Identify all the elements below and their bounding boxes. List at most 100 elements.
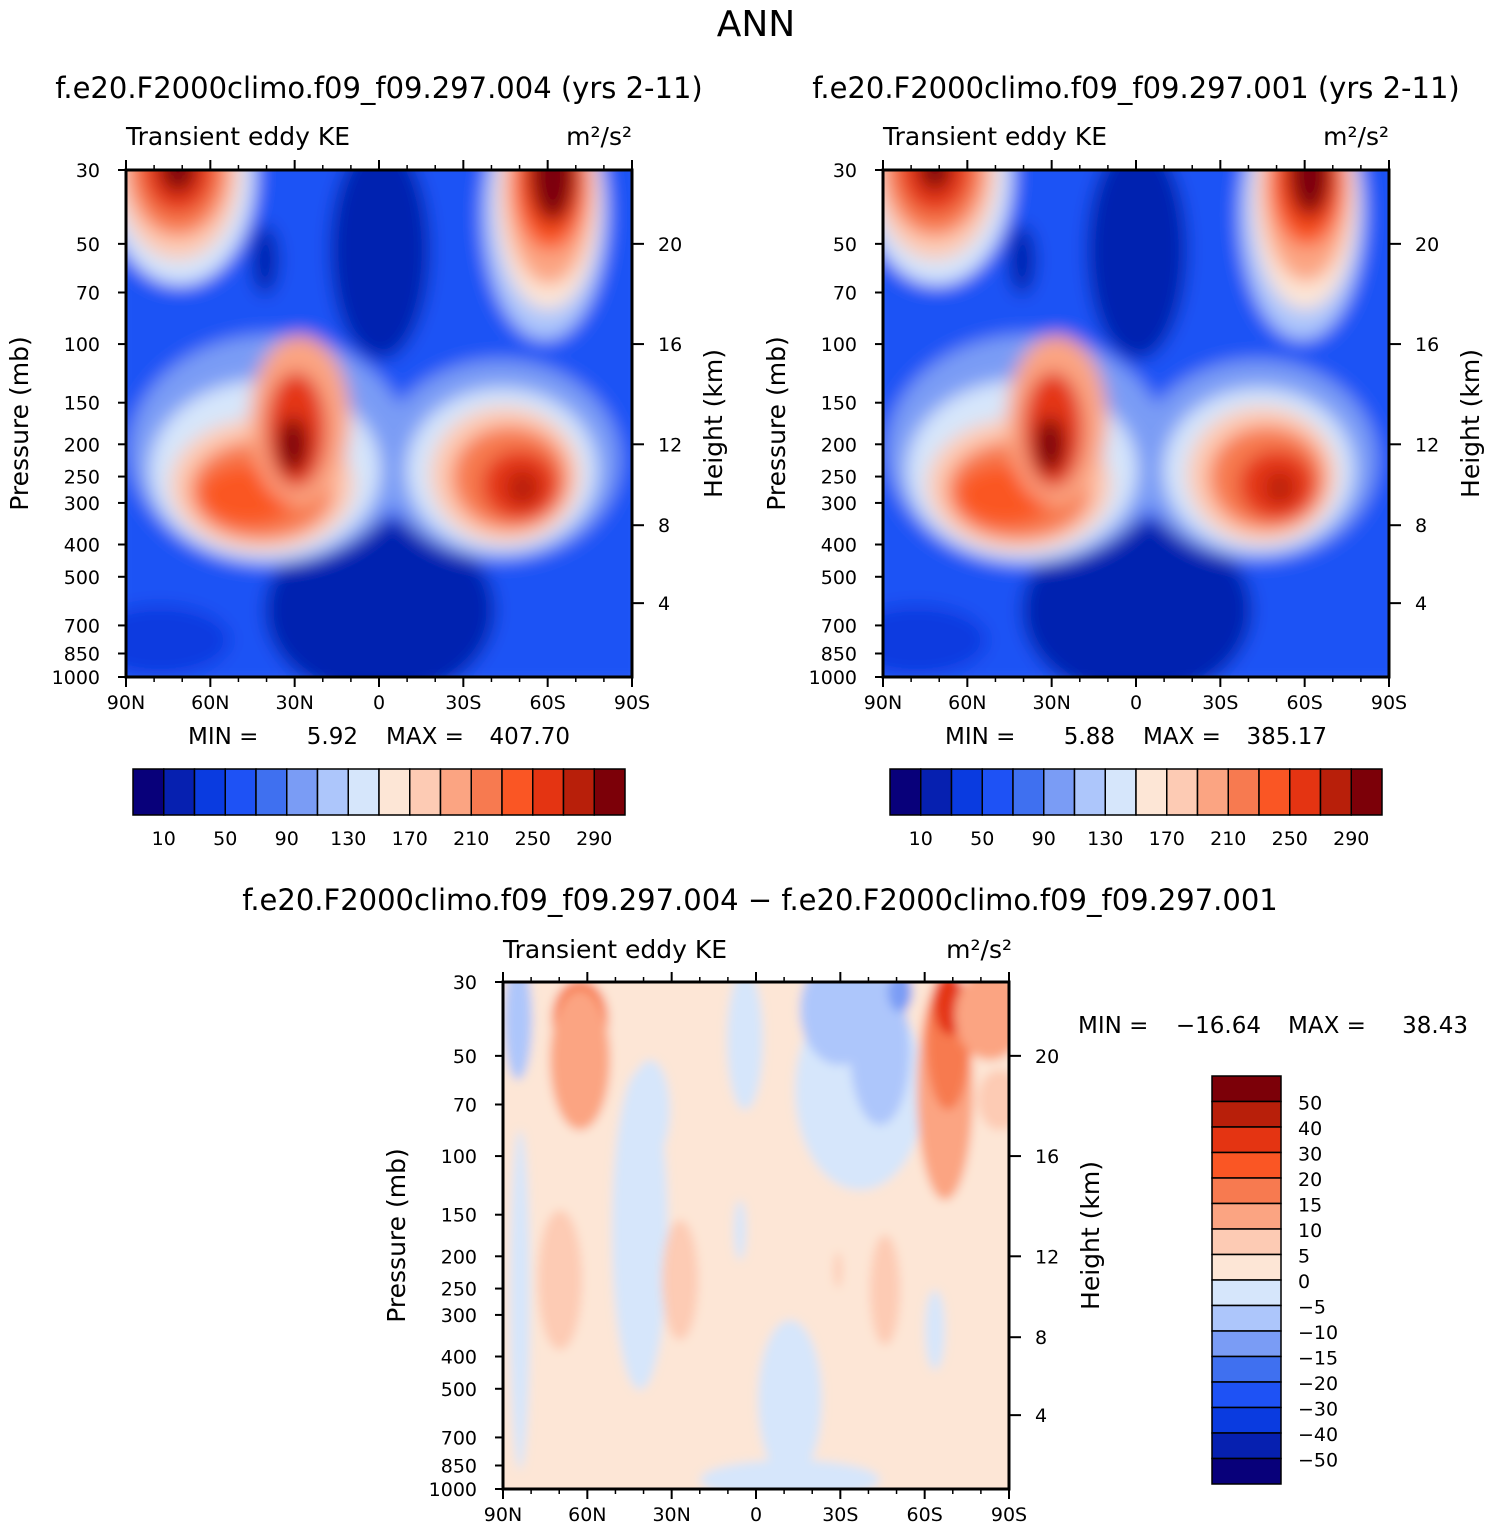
panel-difference-colorbar-label: −20 [1298, 1373, 1338, 1395]
panel-control-colorbar-swatch [889, 768, 922, 816]
panel-difference-y-tick-label: 400 [441, 1347, 477, 1369]
panel-case-colorbar-label: 210 [453, 828, 489, 850]
panel-difference-x-tick-label: 90S [991, 1504, 1027, 1526]
panel-control-x-tick-label: 30S [1202, 692, 1238, 714]
panel-difference-colorbar-swatch [1211, 1177, 1282, 1205]
panel-case-y-tick-label: 200 [64, 434, 100, 456]
panel-control-x-tick-label: 60N [948, 692, 986, 714]
panel-control-y-tick-label: 300 [821, 493, 857, 515]
panel-difference-colorbar-label: 30 [1298, 1144, 1322, 1166]
panel-control-colorbar-label: 50 [970, 828, 994, 850]
panel-case-colorbar-swatch [501, 768, 534, 816]
panel-difference-y-tick-label: 250 [441, 1279, 477, 1301]
panel-difference-y-tick-label: 150 [441, 1205, 477, 1227]
panel-difference-y2-axis-label: Height (km) [1076, 1161, 1105, 1310]
panel-difference-colorbar-swatch [1211, 1406, 1282, 1434]
panel-difference: f.e20.F2000climo.f09_f09.297.004 − f.e20… [242, 883, 1468, 1526]
panel-control-colorbar-swatch [1073, 768, 1106, 816]
panel-control-colorbar-swatch [1135, 768, 1168, 816]
panel-control-y-tick-label: 1000 [809, 667, 857, 689]
panel-control-colorbar-label: 290 [1333, 828, 1369, 850]
panel-difference-colorbar-label: 15 [1298, 1195, 1322, 1217]
panel-case-y-tick-label: 400 [64, 535, 100, 557]
panel-difference-min-value: −16.64 [1176, 1013, 1261, 1039]
panel-difference-variable-label: Transient eddy KE [502, 935, 727, 964]
panel-case-title: f.e20.F2000climo.f09_f09.297.004 (yrs 2-… [55, 71, 702, 105]
panel-difference-colorbar-swatch [1211, 1100, 1282, 1128]
panel-control-colorbar-swatch [1043, 768, 1076, 816]
panel-control-colorbar-label: 210 [1210, 828, 1246, 850]
panel-control-colorbar-swatch [1227, 768, 1260, 816]
panel-case: f.e20.F2000climo.f09_f09.297.004 (yrs 2-… [5, 71, 728, 850]
panel-case-colorbar: 10 50 90 130 170 210 250 290 [132, 768, 626, 850]
panel-case-y2-axis-label: Height (km) [699, 349, 728, 498]
panel-control-colorbar-label: 10 [909, 828, 933, 850]
panel-control-colorbar-swatch [1012, 768, 1045, 816]
panel-control-y-tick-label: 850 [821, 644, 857, 666]
panel-control-max-label: MAX = [1143, 724, 1221, 750]
panel-control: f.e20.F2000climo.f09_f09.297.001 (yrs 2-… [762, 71, 1485, 850]
panel-difference-y-tick-label: 850 [441, 1456, 477, 1478]
panel-control-y-axis-label: Pressure (mb) [762, 336, 791, 510]
panel-control-y2-tick-label: 8 [1415, 515, 1427, 537]
panel-case-colorbar-swatch [193, 768, 226, 816]
panel-case-y2-tick-label: 8 [658, 515, 670, 537]
panel-case-colorbar-label: 90 [275, 828, 299, 850]
panel-case-colorbar-swatch [316, 768, 349, 816]
panel-control-x-tick-label: 60S [1287, 692, 1323, 714]
panel-control-colorbar-label: 130 [1087, 828, 1123, 850]
panel-control-y-tick-label: 50 [833, 234, 857, 256]
panel-case-x-tick-label: 0 [373, 692, 385, 714]
panel-control-colorbar-swatch [1166, 768, 1199, 816]
panel-difference-colorbar-swatch [1211, 1253, 1282, 1281]
panel-control-colorbar-label: 90 [1032, 828, 1056, 850]
panel-control-y-tick-label: 500 [821, 567, 857, 589]
panel-difference-colorbar-swatch [1211, 1381, 1282, 1409]
panel-case-y-tick-label: 150 [64, 393, 100, 415]
panel-difference-x-tick-label: 60N [568, 1504, 606, 1526]
panel-difference-colorbar-label: −15 [1298, 1348, 1338, 1370]
panel-case-axes: 90N 60N 30N 0 30S 60S 90S 30 50 70 100 150 200 250 300… [5, 160, 728, 714]
panel-difference-colorbar-label: 5 [1298, 1246, 1310, 1268]
panel-difference-y-tick-label: 500 [441, 1379, 477, 1401]
panel-case-colorbar-swatch [378, 768, 411, 816]
panel-case-y-tick-label: 300 [64, 493, 100, 515]
panel-difference-colorbar-swatch [1211, 1126, 1282, 1154]
panel-difference-colorbar-label: 50 [1298, 1093, 1322, 1115]
panel-control-units-label: m²/s² [1323, 122, 1389, 151]
panel-control-colorbar-label: 250 [1272, 828, 1308, 850]
panel-control-x-tick-label: 0 [1130, 692, 1142, 714]
panel-case-colorbar-swatch [439, 768, 472, 816]
panel-difference-y-tick-label: 200 [441, 1246, 477, 1268]
panel-case-y2-tick-label: 4 [658, 593, 670, 615]
panel-difference-colorbar-label: 20 [1298, 1169, 1322, 1191]
panel-case-colorbar-swatch [255, 768, 288, 816]
panel-difference-colorbar-swatch [1211, 1457, 1282, 1485]
panel-case-min-value: 5.92 [307, 724, 358, 750]
panel-difference-x-tick-label: 90N [484, 1504, 522, 1526]
panel-control-y-tick-label: 100 [821, 334, 857, 356]
panel-control-y2-tick-label: 20 [1415, 234, 1439, 256]
panel-control-y-tick-label: 250 [821, 467, 857, 489]
panel-case-colorbar-swatch [163, 768, 196, 816]
panel-case-y-axis-label: Pressure (mb) [5, 336, 34, 510]
panel-control-y2-tick-label: 12 [1415, 434, 1439, 456]
panel-control-y-tick-label: 200 [821, 434, 857, 456]
panel-control-x-tick-label: 30N [1032, 692, 1070, 714]
panel-difference-x-tick-label: 60S [907, 1504, 943, 1526]
panel-case-colorbar-label: 250 [515, 828, 551, 850]
panel-difference-colorbar-swatch [1211, 1304, 1282, 1332]
panel-case-y2-tick-label: 20 [658, 234, 682, 256]
panel-case-x-tick-label: 60S [530, 692, 566, 714]
panel-difference-units-label: m²/s² [946, 935, 1012, 964]
panel-difference-y-tick-label: 1000 [429, 1479, 477, 1501]
panel-case-x-tick-label: 30S [445, 692, 481, 714]
panel-case-variable-label: Transient eddy KE [125, 122, 350, 151]
panel-control-variable-label: Transient eddy KE [882, 122, 1107, 151]
panel-case-colorbar-label: 130 [330, 828, 366, 850]
panel-control-y2-tick-label: 4 [1415, 593, 1427, 615]
panel-case-y-tick-label: 1000 [52, 667, 100, 689]
panel-control-colorbar-swatch [1104, 768, 1137, 816]
panel-case-max-label: MAX = [386, 724, 464, 750]
